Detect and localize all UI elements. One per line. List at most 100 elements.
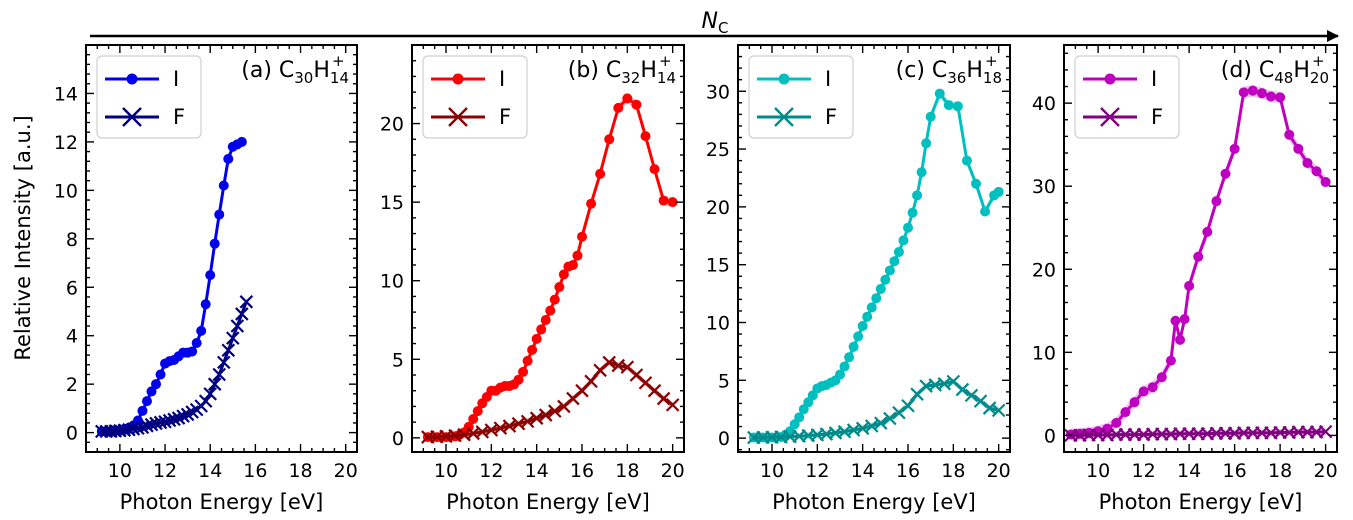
legend-marker (448, 107, 468, 127)
x-axis: 10 12 14 16 18 20 (85, 45, 358, 482)
x-axis-label: Photon Energy [eV] (120, 490, 324, 514)
x-axis-label: Photon Energy [eV] (772, 490, 976, 514)
y-axis: 0 5 10 15 20 (380, 44, 684, 450)
data-point (549, 294, 560, 305)
y-tick-label: 0 (718, 428, 730, 450)
x-tick-label: 18 (941, 460, 965, 482)
x-tick-label: 14 (198, 460, 222, 482)
data-point (880, 274, 891, 285)
c-subscript: 36 (947, 69, 966, 87)
data-point (141, 396, 152, 407)
c-subscript: 30 (294, 69, 313, 87)
charge-superscript: + (332, 52, 345, 70)
x-tick-label: 10 (108, 460, 132, 482)
panel-label: (d) C48H20+ (1221, 52, 1329, 87)
panel-label-prefix: (d) C (1221, 58, 1275, 83)
panel-2: 10 12 14 16 18 20 Photon Energy [eV] 0 5 10 15 20 IF… (380, 44, 685, 514)
data-point (235, 307, 249, 321)
data-point (848, 341, 859, 352)
data-point (513, 374, 524, 385)
series-F (95, 295, 254, 439)
x-axis: 10 12 14 16 18 20 (737, 45, 1011, 482)
data-point (604, 134, 615, 145)
data-point (991, 403, 1006, 418)
y-tick-label: 8 (66, 229, 78, 251)
y-tick-label: 14 (54, 83, 78, 105)
y-tick-label: 2 (66, 374, 78, 396)
data-point (230, 319, 245, 333)
data-point (167, 412, 181, 427)
data-point (964, 388, 979, 403)
data-point (463, 421, 474, 432)
data-point (871, 293, 882, 304)
data-point (903, 222, 913, 233)
data-point (1138, 386, 1149, 397)
legend: IF (1074, 55, 1180, 139)
data-point (1156, 372, 1167, 383)
data-point (584, 374, 598, 389)
plot-area (95, 136, 254, 439)
data-point (665, 398, 680, 412)
legend-label: I (825, 67, 831, 91)
data-point (898, 235, 909, 246)
data-point (151, 379, 162, 390)
x-tick-label: 10 (434, 460, 458, 482)
y-tick-label: 30 (1032, 176, 1056, 198)
data-point (1179, 314, 1190, 325)
data-point (1284, 129, 1295, 140)
nc-main: N (702, 9, 718, 34)
data-point (934, 88, 945, 99)
x-tick-label: 10 (1086, 460, 1110, 482)
trend-arrow: NC (90, 9, 1339, 42)
data-point (1184, 280, 1195, 291)
y-tick-label: 10 (706, 313, 730, 335)
x-tick-label: 16 (243, 460, 267, 482)
data-point (223, 153, 234, 164)
plot-area (421, 93, 680, 444)
data-point (472, 406, 483, 417)
data-point (538, 408, 553, 422)
plot-area (747, 88, 1006, 445)
data-point (794, 412, 805, 423)
y-tick-label: 25 (706, 139, 730, 161)
y-tick-label: 5 (392, 349, 404, 371)
data-point (567, 260, 578, 270)
data-point (1302, 157, 1313, 168)
data-point (857, 320, 868, 331)
legend-marker (126, 73, 138, 85)
x-tick-label: 14 (1177, 460, 1201, 482)
x-axis: 10 12 14 16 18 20 (411, 45, 685, 482)
data-point (187, 346, 198, 357)
data-point (901, 398, 915, 413)
legend-box (748, 55, 854, 139)
data-point (146, 386, 157, 397)
x-tick-label: 20 (334, 460, 358, 482)
data-point (527, 344, 538, 355)
series-F (421, 355, 680, 444)
legend-label: I (1151, 67, 1157, 91)
data-point (548, 404, 562, 418)
y-axis: 0 2 4 6 8 10 12 14 (54, 44, 357, 453)
data-point (226, 331, 240, 345)
data-point (844, 352, 855, 363)
h-subscript: 20 (1310, 69, 1329, 87)
series-I (1065, 84, 1331, 441)
data-point (1311, 166, 1322, 177)
data-point (1202, 226, 1213, 237)
y-tick-label: 10 (1032, 342, 1056, 364)
data-point (196, 325, 207, 336)
data-point (207, 377, 222, 391)
data-point (203, 387, 217, 401)
data-point (1193, 251, 1204, 262)
data-point (137, 405, 148, 416)
data-point (209, 238, 220, 249)
data-point (622, 93, 633, 104)
panel-3: 10 12 14 16 18 20 Photon Energy [eV] 0 5 10 15 20 25… (706, 44, 1011, 514)
y-tick-label: 0 (1044, 425, 1056, 447)
panel-label-prefix: (a) C (241, 58, 294, 83)
data-point (221, 343, 236, 358)
data-point (236, 136, 247, 147)
y-tick-label: 5 (718, 370, 730, 392)
legend: IF (748, 55, 854, 139)
data-point (943, 100, 954, 111)
